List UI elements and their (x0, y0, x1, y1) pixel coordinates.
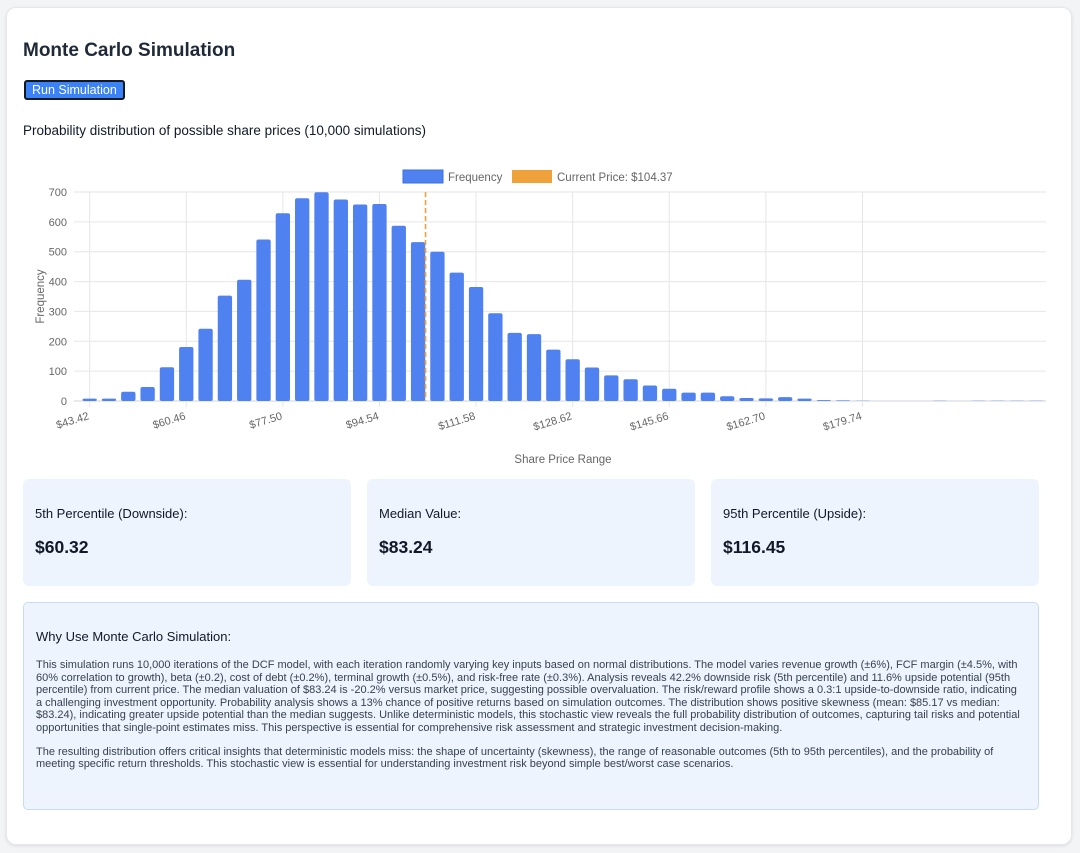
stat-card-median: Median Value: $83.24 (367, 479, 695, 586)
histogram-bar (700, 392, 716, 401)
histogram-bar (642, 385, 658, 401)
histogram-bar (314, 192, 329, 401)
explanation-title: Why Use Monte Carlo Simulation: (36, 629, 232, 644)
stat-value: $116.45 (723, 537, 786, 557)
legend-label-frequency: Frequency (448, 172, 503, 184)
x-tick-label: $179.74 (822, 410, 864, 433)
run-simulation-button[interactable]: Run Simulation (24, 80, 125, 100)
x-tick-label: $43.42 (55, 410, 91, 431)
histogram-bar (526, 334, 542, 401)
y-tick-label: 200 (49, 336, 67, 348)
y-tick-label: 100 (49, 366, 67, 378)
x-tick-label: $111.58 (437, 410, 477, 433)
y-tick-label: 400 (49, 277, 67, 289)
histogram-bar (797, 398, 812, 401)
histogram-bar (468, 286, 484, 401)
histogram-bar (159, 367, 175, 401)
stat-card-95th-percentile: 95th Percentile (Upside): $116.45 (711, 479, 1039, 586)
y-tick-label: 600 (49, 217, 67, 229)
chart-subtitle: Probability distribution of possible sha… (23, 123, 426, 138)
histogram-bar (758, 398, 774, 401)
histogram-bar (739, 398, 754, 401)
histogram-bar (584, 367, 600, 401)
legend-swatch-current-price (512, 170, 552, 183)
histogram-bar (82, 398, 97, 401)
histogram-bar (179, 346, 194, 401)
y-tick-label: 300 (49, 306, 67, 318)
stat-label: Median Value: (379, 506, 462, 521)
legend-swatch-frequency (402, 169, 444, 184)
histogram-bar (410, 242, 426, 401)
histogram-bar (237, 279, 252, 401)
x-tick-label: $145.66 (629, 410, 671, 433)
histogram-bar (662, 388, 677, 401)
explanation-paragraph: This simulation runs 10,000 iterations o… (36, 659, 1020, 734)
histogram-bar (295, 198, 310, 401)
histogram-chart: 0 100 200 300 400 500 600 700 $43.42 $60.46 $77.50… (35, 169, 1046, 466)
histogram-bar (140, 386, 155, 401)
histogram-bar (488, 313, 503, 401)
histogram-bar (623, 379, 638, 401)
histogram-bar (352, 204, 368, 401)
stat-label: 5th Percentile (Downside): (35, 506, 188, 521)
x-tick-label: $128.62 (532, 410, 574, 433)
histogram-bar (121, 391, 136, 401)
histogram-bar (430, 251, 445, 401)
histogram-bar (835, 400, 851, 401)
stat-card-5th-percentile: 5th Percentile (Downside): $60.32 (23, 479, 351, 586)
histogram-bar (720, 396, 735, 401)
stat-value: $60.32 (35, 537, 89, 557)
stat-value: $83.24 (379, 537, 433, 557)
histogram-bar (391, 225, 406, 401)
histogram-bar (604, 375, 619, 401)
histogram-bar (372, 203, 387, 401)
y-tick-label: 0 (61, 396, 67, 408)
histogram-bar (546, 349, 561, 401)
histogram-bar (101, 398, 117, 401)
histogram-bar (449, 272, 464, 401)
y-axis-title: Frequency (35, 269, 47, 324)
x-tick-label: $94.54 (345, 410, 381, 431)
page-title: Monte Carlo Simulation (23, 40, 236, 61)
explanation-panel: Why Use Monte Carlo Simulation: This sim… (23, 602, 1039, 810)
x-tick-label: $77.50 (248, 410, 284, 431)
histogram-bar (565, 359, 580, 401)
histogram-bar (507, 332, 522, 401)
histogram-bar (198, 328, 213, 401)
explanation-paragraph: The resulting distribution offers critic… (36, 745, 994, 771)
histogram-bar (681, 392, 696, 401)
histogram-bar (333, 199, 348, 401)
stat-label: 95th Percentile (Upside): (723, 506, 867, 521)
x-tick-label: $162.70 (725, 410, 767, 433)
histogram-bar (778, 397, 793, 401)
y-tick-label: 500 (49, 247, 67, 259)
x-tick-label: $60.46 (151, 410, 187, 431)
histogram-bar (217, 295, 233, 401)
y-tick-label: 700 (49, 187, 67, 199)
x-axis-title: Share Price Range (514, 454, 611, 466)
legend-label-current-price: Current Price: $104.37 (557, 172, 673, 184)
histogram-bar (275, 213, 291, 401)
histogram-bar (816, 400, 831, 401)
histogram-bar (256, 239, 271, 401)
